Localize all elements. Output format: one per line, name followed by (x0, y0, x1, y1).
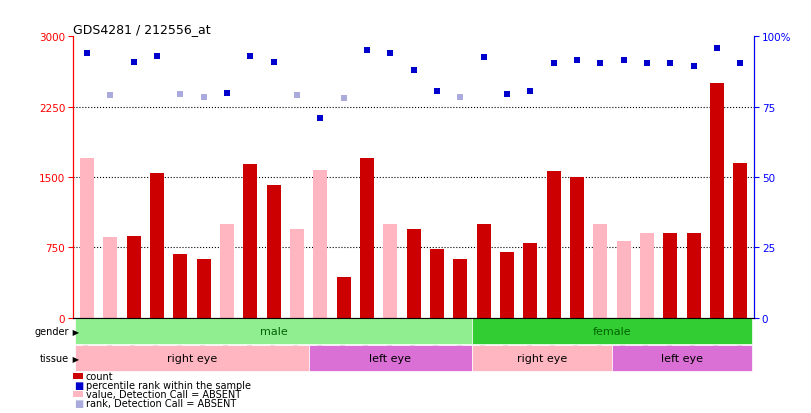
Bar (174, 254, 187, 318)
Bar (640, 234, 654, 318)
Text: ■: ■ (74, 380, 83, 390)
Bar (733, 164, 747, 318)
Text: tissue: tissue (40, 353, 69, 363)
Bar (547, 172, 560, 318)
Bar (570, 178, 584, 318)
Text: ▶: ▶ (70, 354, 79, 363)
Bar (127, 237, 140, 318)
Bar (523, 243, 537, 318)
Bar (472, 345, 612, 371)
Bar (337, 278, 350, 318)
Text: left eye: left eye (369, 353, 411, 363)
Text: value, Detection Call = ABSENT: value, Detection Call = ABSENT (86, 389, 241, 399)
Text: right eye: right eye (517, 353, 567, 363)
Bar (290, 229, 304, 318)
Text: rank, Detection Call = ABSENT: rank, Detection Call = ABSENT (86, 398, 236, 408)
Text: female: female (593, 326, 631, 337)
Bar (453, 259, 467, 318)
Bar (75, 345, 309, 371)
Text: male: male (260, 326, 288, 337)
Text: ▶: ▶ (70, 327, 79, 336)
Bar (220, 224, 234, 318)
Bar (430, 250, 444, 318)
Bar (75, 318, 472, 344)
Bar (687, 234, 701, 318)
Bar (196, 259, 211, 318)
Bar (616, 241, 631, 318)
Bar (612, 345, 752, 371)
Text: left eye: left eye (661, 353, 703, 363)
Text: right eye: right eye (167, 353, 217, 363)
Bar (360, 159, 374, 318)
Bar (710, 84, 724, 318)
Text: count: count (86, 371, 114, 381)
Bar (472, 318, 752, 344)
Bar (663, 234, 677, 318)
Bar (384, 224, 397, 318)
Bar (267, 186, 281, 318)
Bar (103, 237, 118, 318)
Text: GDS4281 / 212556_at: GDS4281 / 212556_at (73, 23, 211, 36)
Bar (150, 174, 164, 318)
Bar (313, 171, 328, 318)
Bar (243, 164, 257, 318)
Text: gender: gender (34, 326, 69, 337)
Bar (406, 229, 421, 318)
Text: ■: ■ (74, 398, 83, 408)
Bar (594, 224, 607, 318)
Bar (500, 252, 514, 318)
Bar (80, 159, 94, 318)
Bar (477, 224, 491, 318)
Bar (309, 345, 472, 371)
Text: percentile rank within the sample: percentile rank within the sample (86, 380, 251, 390)
